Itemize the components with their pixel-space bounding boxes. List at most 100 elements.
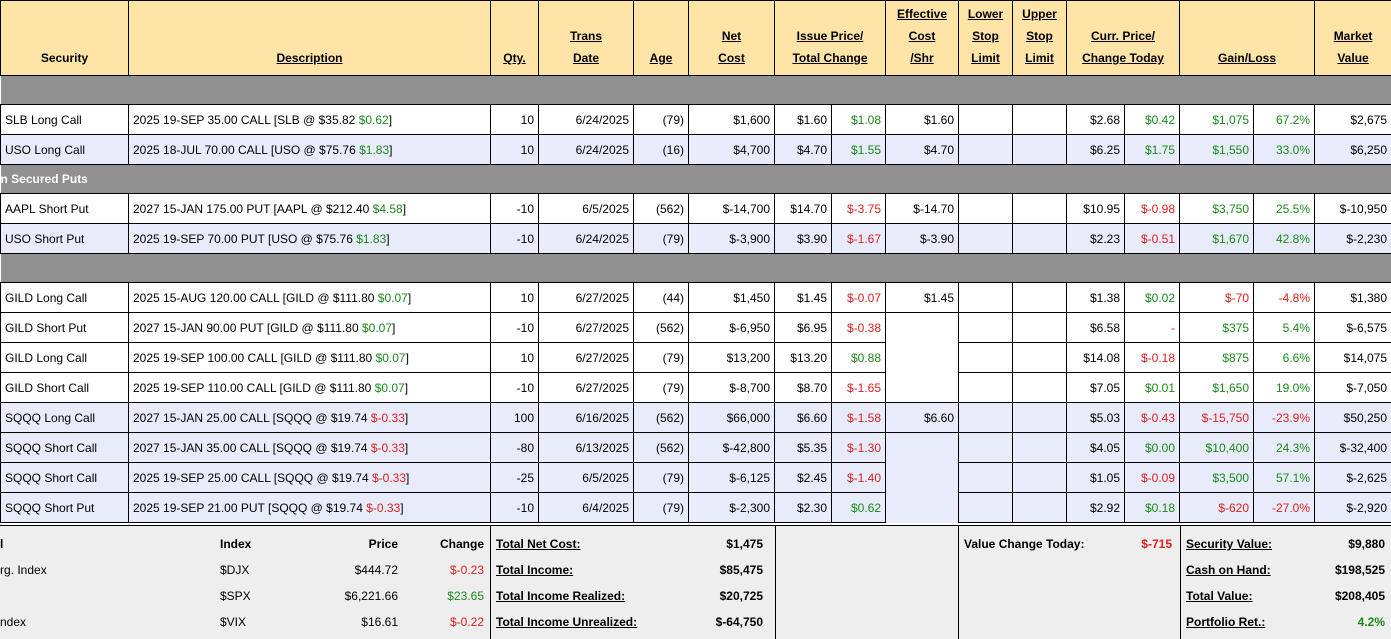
- underlying-change: $-0.33: [366, 501, 400, 515]
- curr-price-cell: $10.95: [1067, 194, 1125, 224]
- lower-stop-cell: [959, 403, 1013, 433]
- gain-loss-cell: $-15,750: [1180, 403, 1254, 433]
- underlying-change: $-0.33: [371, 411, 405, 425]
- lower-stop-cell: [959, 194, 1013, 224]
- gain-pct-cell: 25.5%: [1254, 194, 1315, 224]
- description-text: 2027 15-JAN 35.00 CALL [SQQQ @ $19.74: [133, 441, 371, 455]
- net-cost-cell: $13,200: [689, 343, 775, 373]
- change-today-cell: $0.18: [1125, 493, 1180, 523]
- description-close: ]: [389, 113, 392, 127]
- market-value-cell: $14,075: [1315, 343, 1391, 373]
- change-today-cell: -: [1125, 313, 1180, 343]
- col-age[interactable]: Age: [634, 1, 689, 76]
- effective-cost-cell: $1.45: [886, 283, 959, 313]
- effective-cost-cell: [886, 493, 959, 523]
- trans-date-cell: 6/27/2025: [539, 343, 634, 373]
- section-header: [1, 254, 1391, 283]
- col-gain-loss[interactable]: Gain/Loss: [1180, 1, 1315, 76]
- trans-date-cell: 6/24/2025: [539, 135, 634, 165]
- description-close: ]: [408, 291, 411, 305]
- age-cell: (562): [634, 433, 689, 463]
- issue-price-cell: $5.35: [775, 433, 832, 463]
- total-label: Total Net Cost:: [496, 537, 580, 551]
- underlying-change: $0.62: [359, 113, 389, 127]
- total-value: $1,475: [726, 537, 763, 551]
- description-close: ]: [405, 411, 408, 425]
- spacer-box: [775, 526, 959, 639]
- age-cell: (79): [634, 224, 689, 254]
- issue-price-cell: $4.70: [775, 135, 832, 165]
- gain-loss-cell: $-70: [1180, 283, 1254, 313]
- col-curr-price[interactable]: Curr. Price/Change Today: [1067, 1, 1180, 76]
- total-change-cell: $-0.38: [832, 313, 886, 343]
- age-cell: (79): [634, 105, 689, 135]
- age-cell: (79): [634, 493, 689, 523]
- index-price: $6,221.66: [300, 589, 398, 603]
- security-cell: SQQQ Short Call: [1, 463, 129, 493]
- curr-price-cell: $5.03: [1067, 403, 1125, 433]
- trans-date-cell: 6/13/2025: [539, 433, 634, 463]
- col-security[interactable]: Security: [1, 1, 129, 76]
- col-issue-price[interactable]: Issue Price/Total Change: [775, 1, 886, 76]
- curr-price-cell: $7.05: [1067, 373, 1125, 403]
- market-value-cell: $1,380: [1315, 283, 1391, 313]
- description-close: ]: [392, 321, 395, 335]
- value-change-value: $-715: [1141, 537, 1172, 551]
- col-description[interactable]: Description: [129, 1, 491, 76]
- market-value-cell: $-6,575: [1315, 313, 1391, 343]
- net-cost-cell: $-2,300: [689, 493, 775, 523]
- description-cell: 2025 18-JUL 70.00 CALL [USO @ $75.76 $1.…: [129, 135, 491, 165]
- underlying-change: $4.58: [373, 202, 403, 216]
- lower-stop-cell: [959, 433, 1013, 463]
- qty-cell: 10: [491, 283, 539, 313]
- market-value-cell: $50,250: [1315, 403, 1391, 433]
- gain-pct-cell: 24.3%: [1254, 433, 1315, 463]
- net-cost-cell: $-14,700: [689, 194, 775, 224]
- index-symbol: $SPX: [220, 589, 251, 603]
- qty-cell: -10: [491, 373, 539, 403]
- issue-price-cell: $6.60: [775, 403, 832, 433]
- effective-cost-cell: [886, 373, 959, 403]
- age-cell: (44): [634, 283, 689, 313]
- total-change-cell: $1.08: [832, 105, 886, 135]
- effective-cost-cell: $-14.70: [886, 194, 959, 224]
- total-change-cell: $-1.67: [832, 224, 886, 254]
- lower-stop-cell: [959, 313, 1013, 343]
- gain-loss-cell: $3,750: [1180, 194, 1254, 224]
- trans-date-cell: 6/16/2025: [539, 403, 634, 433]
- lower-stop-cell: [959, 343, 1013, 373]
- col-qty[interactable]: Qty.: [491, 1, 539, 76]
- gain-loss-cell: $1,650: [1180, 373, 1254, 403]
- market-value-cell: $-7,050: [1315, 373, 1391, 403]
- curr-price-cell: $14.08: [1067, 343, 1125, 373]
- curr-price-cell: $2.23: [1067, 224, 1125, 254]
- issue-price-cell: $1.60: [775, 105, 832, 135]
- description-text: 2027 15-JAN 175.00 PUT [AAPL @ $212.40: [133, 202, 373, 216]
- total-change-cell: $-1.58: [832, 403, 886, 433]
- description-close: ]: [400, 501, 403, 515]
- security-cell: USO Short Put: [1, 224, 129, 254]
- security-cell: GILD Long Call: [1, 283, 129, 313]
- effective-cost-cell: $-3.90: [886, 224, 959, 254]
- net-cost-cell: $-8,700: [689, 373, 775, 403]
- gain-loss-cell: $375: [1180, 313, 1254, 343]
- description-close: ]: [405, 381, 408, 395]
